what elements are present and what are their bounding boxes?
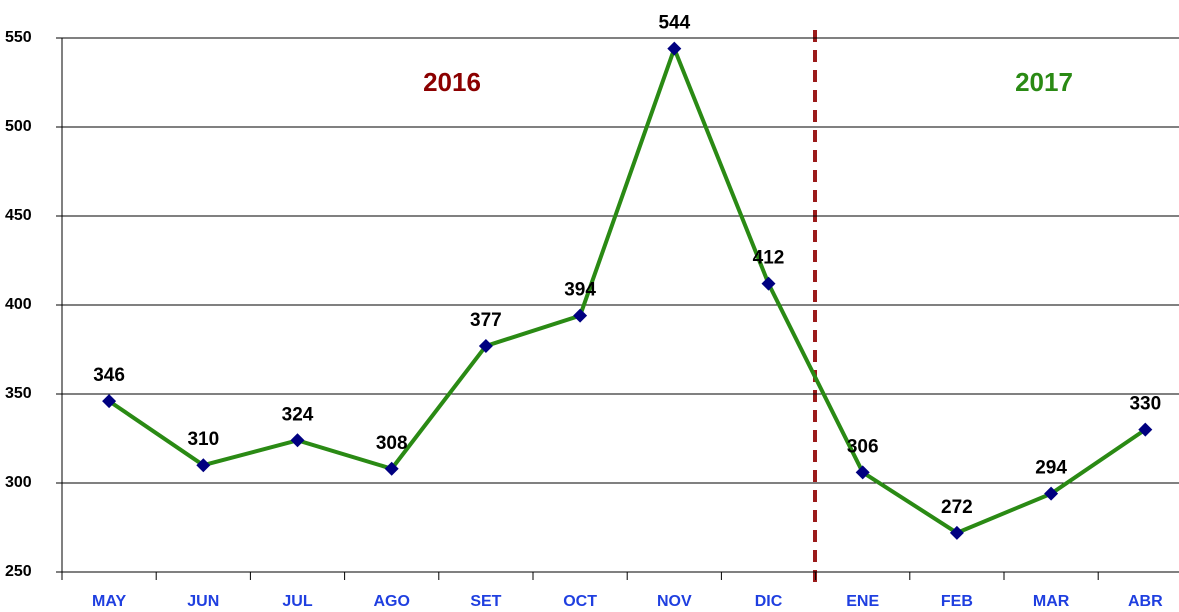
value-label: 324: [282, 404, 314, 425]
y-tick-label: 400: [5, 296, 32, 313]
value-label: 306: [847, 436, 879, 457]
x-tick-label: FEB: [941, 593, 973, 610]
value-label: 377: [470, 310, 502, 331]
value-label: 272: [941, 497, 973, 518]
x-tick-label: NOV: [657, 593, 692, 610]
marker: [949, 525, 964, 540]
value-label: 330: [1129, 394, 1161, 415]
x-tick-label: ENE: [846, 593, 879, 610]
x-tick-label: MAY: [92, 593, 126, 610]
value-label: 394: [564, 280, 596, 301]
x-tick-label: JUL: [282, 593, 312, 610]
marker: [290, 433, 305, 448]
marker: [196, 458, 211, 473]
value-label: 412: [753, 248, 785, 269]
annotation: 2017: [1015, 67, 1073, 97]
marker: [855, 465, 870, 480]
y-tick-label: 550: [5, 29, 32, 46]
x-tick-label: ABR: [1128, 593, 1163, 610]
value-label: 544: [658, 13, 690, 34]
marker: [761, 276, 776, 291]
marker: [667, 41, 682, 56]
marker: [384, 461, 399, 476]
value-label: 308: [376, 433, 408, 454]
x-tick-label: AGO: [373, 593, 409, 610]
y-tick-label: 300: [5, 474, 32, 491]
y-tick-label: 500: [5, 118, 32, 135]
y-tick-label: 450: [5, 207, 32, 224]
marker: [102, 394, 117, 409]
annotation: 2016: [423, 67, 481, 97]
y-tick-label: 250: [5, 563, 32, 580]
line: [107, 43, 1147, 536]
value-label: 346: [93, 365, 125, 386]
x-tick-label: OCT: [563, 593, 597, 610]
marker: [1138, 422, 1153, 437]
value-label: 310: [187, 429, 219, 450]
value-label: 294: [1035, 458, 1067, 479]
marker: [478, 338, 493, 353]
y-tick-label: 350: [5, 385, 32, 402]
x-tick-label: SET: [470, 593, 501, 610]
marker: [1044, 486, 1059, 501]
x-tick-label: JUN: [187, 593, 219, 610]
x-tick-label: MAR: [1033, 593, 1070, 610]
x-tick-label: DIC: [755, 593, 783, 610]
marker: [573, 308, 588, 323]
